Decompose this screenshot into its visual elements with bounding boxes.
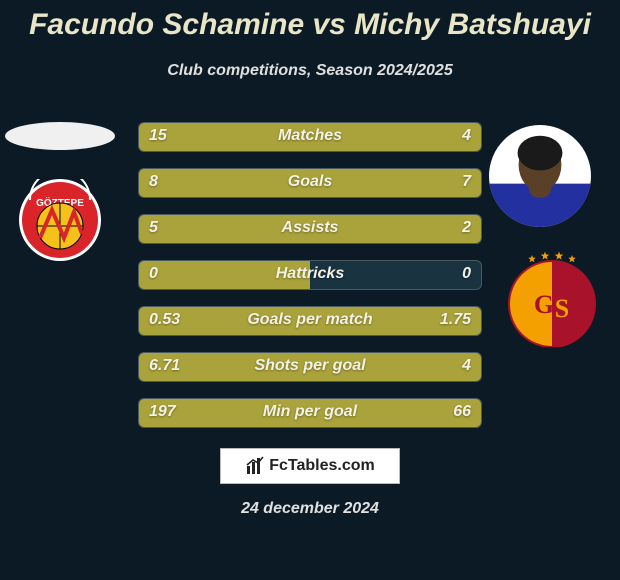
- stat-bar-right: [396, 399, 482, 427]
- avatar-icon: [489, 125, 591, 227]
- club-badge-icon: GÖZTEPE: [19, 179, 101, 261]
- stat-row: Shots per goal6.714: [138, 352, 482, 382]
- stat-bar-right: [218, 307, 481, 335]
- stat-bar-right: [409, 123, 481, 151]
- stat-bar-right: [382, 215, 481, 243]
- stat-bar-left: [139, 169, 320, 197]
- stat-bar-left: [139, 353, 354, 381]
- stat-row: Goals per match0.531.75: [138, 306, 482, 336]
- brand-badge: FcTables.com: [220, 448, 400, 484]
- stat-row: Goals87: [138, 168, 482, 198]
- stat-row: Min per goal19766: [138, 398, 482, 428]
- comparison-card: Facundo Schamine vs Michy Batshuayi Club…: [0, 0, 620, 580]
- page-title: Facundo Schamine vs Michy Batshuayi: [0, 8, 620, 42]
- stat-bar-left: [139, 307, 218, 335]
- stat-bar-left: [139, 399, 396, 427]
- stat-row: Hattricks00: [138, 260, 482, 290]
- avatar-placeholder-icon: [0, 117, 120, 155]
- stat-row: Assists52: [138, 214, 482, 244]
- chart-icon: [245, 456, 265, 476]
- club-badge-icon: G S: [505, 249, 599, 347]
- stat-bar-left: [139, 123, 409, 151]
- svg-text:S: S: [555, 294, 569, 323]
- stat-bar-left: [139, 215, 382, 243]
- brand-text: FcTables.com: [269, 457, 375, 475]
- stat-bar-right: [320, 169, 481, 197]
- stat-value-right: 0: [462, 265, 471, 283]
- page-subtitle: Club competitions, Season 2024/2025: [0, 62, 620, 80]
- stat-row: Matches154: [138, 122, 482, 152]
- generated-date: 24 december 2024: [0, 500, 620, 518]
- stat-bar-left: [139, 261, 310, 289]
- stat-bar-right: [354, 353, 481, 381]
- svg-text:G: G: [534, 290, 554, 319]
